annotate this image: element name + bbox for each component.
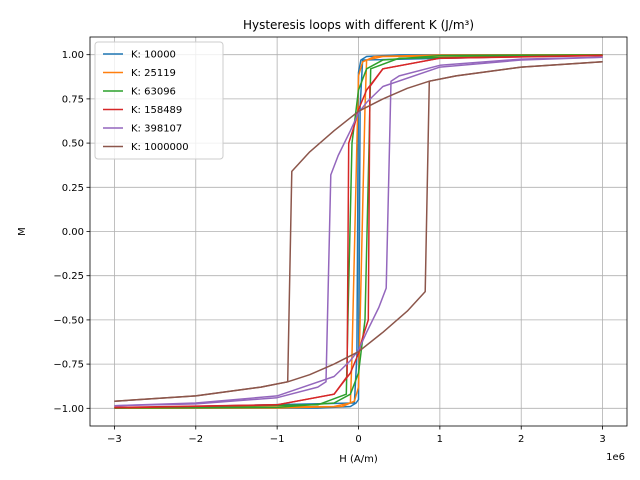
- legend: K: 10000 K: 25119 K: 63096 K: 158489 K: 3981…: [94, 41, 224, 160]
- series-1-lower-branch: [114, 54, 603, 410]
- x-tick-label: −3: [107, 434, 122, 445]
- plot-lines: [114, 53, 603, 410]
- series-0-upper-branch: [114, 53, 603, 409]
- chart-title: Hysteresis loops with different K (J/m³): [243, 18, 474, 32]
- series-4-lower-branch: [114, 56, 603, 407]
- y-tick-label: −0.50: [53, 315, 84, 326]
- legend-label: K: 158489: [131, 105, 182, 116]
- y-tick-label: 0.75: [62, 94, 84, 105]
- legend-label: K: 398107: [131, 124, 182, 135]
- x-tick-label: 0: [355, 434, 361, 445]
- y-tick-label: 0.50: [62, 139, 84, 150]
- x-tick-label: −2: [188, 434, 203, 445]
- legend-label: K: 63096: [131, 87, 176, 98]
- y-tick-label: 0.00: [62, 227, 84, 238]
- x-tick-label: 1: [437, 434, 443, 445]
- legend-box: [94, 41, 224, 160]
- x-axis-label: H (A/m): [339, 454, 378, 465]
- series-5-lower-branch: [114, 61, 603, 402]
- y-tick-label: 0.25: [62, 183, 84, 194]
- series-3-lower-branch: [114, 54, 603, 409]
- legend-label: K: 10000: [131, 50, 176, 61]
- y-tick-label: −0.75: [53, 360, 84, 371]
- series-0-lower-branch: [114, 54, 603, 410]
- x-tick-label: 3: [599, 434, 605, 445]
- y-axis-label: M: [17, 227, 28, 236]
- y-tick-label: 1.00: [62, 50, 84, 61]
- axis-ticks: −3 −2 −1 0 1 2 3 −1.00 −0.75 −0.50 −0.25 0.00 0.25 0.…: [53, 50, 605, 445]
- x-tick-label: 2: [518, 434, 524, 445]
- legend-label: K: 1000000: [131, 142, 189, 153]
- x-axis-offset-label: 1e6: [606, 452, 625, 463]
- y-tick-label: −1.00: [53, 404, 84, 415]
- legend-label: K: 25119: [131, 68, 176, 79]
- x-tick-label: −1: [270, 434, 285, 445]
- y-tick-label: −0.25: [53, 271, 84, 282]
- series-4-upper-branch: [114, 56, 603, 407]
- series-2-lower-branch: [114, 54, 603, 409]
